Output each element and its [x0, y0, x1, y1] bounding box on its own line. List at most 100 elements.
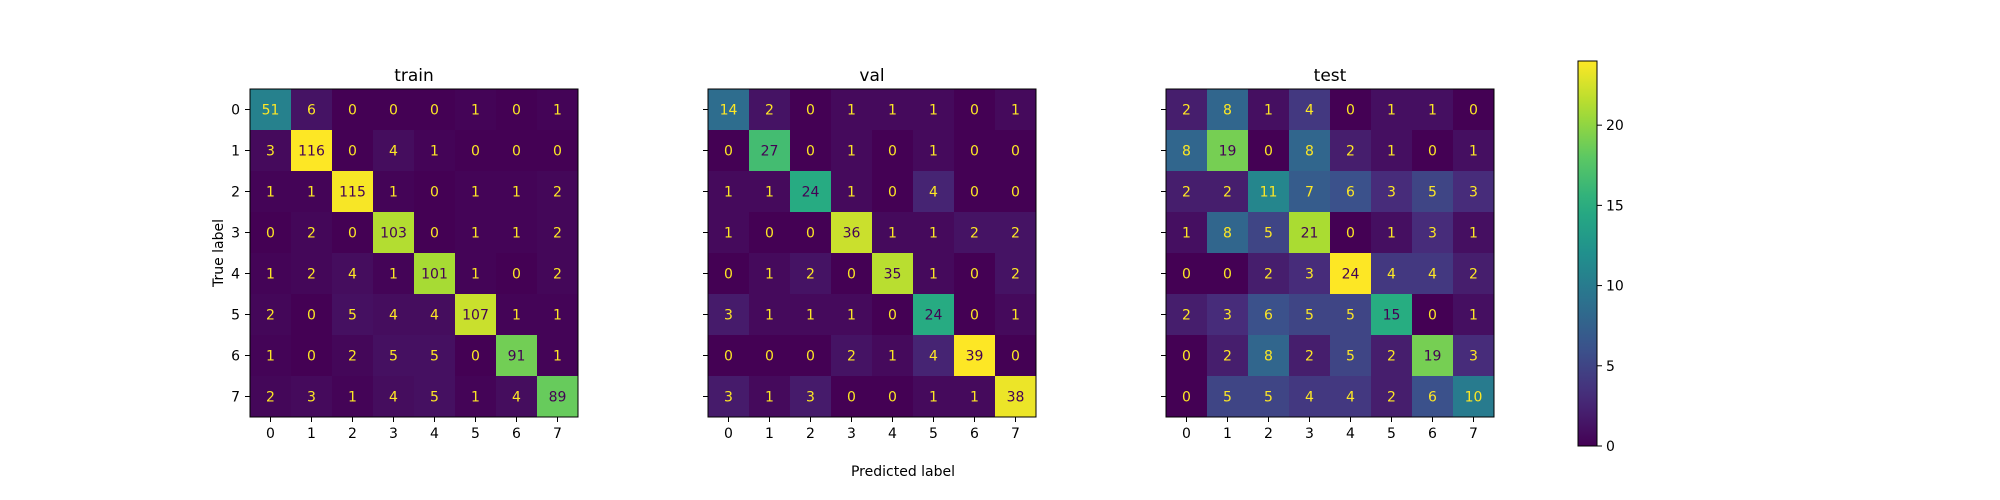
cell-value-label: 0: [348, 144, 357, 160]
cell-value-label: 0: [430, 185, 439, 201]
heatmap-cell: [913, 212, 955, 254]
cell-value-label: 7: [1305, 185, 1314, 201]
heatmap-cell: [455, 212, 497, 254]
heatmap-cell: [332, 376, 374, 418]
cell-value-label: 0: [765, 226, 774, 242]
x-tick-label: 3: [389, 426, 398, 442]
heatmap-cell: [1453, 376, 1495, 418]
cell-value-label: 4: [389, 144, 398, 160]
y-tick-label: 6: [231, 349, 240, 365]
cell-value-label: 2: [1469, 267, 1478, 283]
cell-value-label: 0: [970, 103, 979, 119]
heatmap-cell: [332, 171, 374, 213]
heatmap-cell: [332, 253, 374, 295]
cell-value-label: 1: [929, 103, 938, 119]
heatmap-cell: [1412, 212, 1454, 254]
heatmap-cell: [913, 130, 955, 172]
x-axis-label: Predicted label: [851, 464, 955, 480]
heatmap-cell: [1248, 294, 1290, 336]
cell-value-label: 0: [888, 308, 897, 324]
heatmap-cell: [1207, 253, 1249, 295]
cell-value-label: 8: [1264, 349, 1273, 365]
y-tick-label: 4: [231, 267, 240, 283]
heatmap-cell: [995, 294, 1037, 336]
cell-value-label: 4: [1387, 267, 1396, 283]
heatmap-cell: [537, 171, 579, 213]
cell-value-label: 2: [553, 226, 562, 242]
heatmap-cell: [995, 335, 1037, 377]
x-tick-label: 2: [806, 426, 815, 442]
cell-value-label: 39: [966, 349, 984, 365]
cell-value-label: 1: [512, 226, 521, 242]
heatmap-cell: [414, 335, 456, 377]
x-tick-label: 4: [1346, 426, 1355, 442]
cell-value-label: 2: [553, 185, 562, 201]
heatmap-cell: [831, 89, 873, 131]
cell-value-label: 0: [806, 144, 815, 160]
heatmap-cell: [872, 376, 914, 418]
heatmap-cell: [1453, 130, 1495, 172]
heatmap-cell: [373, 335, 415, 377]
confusion-matrix-panels: 51 6 0 0 0 1 0 13 116 0 4 1 0 0 01 1 115 1 0 1 1 20 2 0 103 0 1 1 21…: [211, 66, 1495, 442]
cell-value-label: 3: [307, 390, 316, 406]
heatmap-cell: [1248, 335, 1290, 377]
cell-value-label: 4: [1428, 267, 1437, 283]
cell-value-label: 2: [1387, 349, 1396, 365]
cell-value-label: 1: [389, 267, 398, 283]
cell-value-label: 0: [430, 226, 439, 242]
cell-value-label: 0: [512, 144, 521, 160]
heatmap-cell: [414, 212, 456, 254]
cell-value-label: 3: [1223, 308, 1232, 324]
cell-value-label: 2: [1223, 349, 1232, 365]
heatmap-cell: [414, 130, 456, 172]
cell-value-label: 2: [1011, 226, 1020, 242]
heatmap-cell: [373, 376, 415, 418]
heatmap-cell: [1166, 130, 1208, 172]
cell-value-label: 24: [925, 308, 943, 324]
heatmap-cell: [373, 130, 415, 172]
x-tick-label: 7: [1469, 426, 1478, 442]
heatmap-cell: [455, 376, 497, 418]
cell-value-label: 0: [1469, 103, 1478, 119]
heatmap-cell: [1248, 376, 1290, 418]
heatmap-cell: [872, 171, 914, 213]
cell-value-label: 0: [765, 349, 774, 365]
colorbar-gradient: [1577, 60, 1598, 447]
cell-value-label: 0: [888, 185, 897, 201]
cell-value-label: 10: [1465, 390, 1483, 406]
colorbar-tick-label: 5: [1606, 359, 1615, 375]
heatmap-cell: [373, 294, 415, 336]
cell-value-label: 2: [1264, 267, 1273, 283]
cell-value-label: 11: [1260, 185, 1278, 201]
heatmap-cell: [749, 89, 791, 131]
heatmap-cell: [1207, 89, 1249, 131]
heatmap-cell: [831, 212, 873, 254]
cell-value-label: 4: [929, 185, 938, 201]
cell-value-label: 1: [806, 308, 815, 324]
cell-value-label: 0: [806, 226, 815, 242]
heatmap-cell: [291, 294, 333, 336]
heatmap-cell: [872, 212, 914, 254]
heatmap-cell: [1330, 89, 1372, 131]
cell-value-label: 1: [553, 308, 562, 324]
cell-value-label: 1: [765, 185, 774, 201]
x-tick-label: 5: [929, 426, 938, 442]
cell-value-label: 0: [970, 144, 979, 160]
heatmap-cell: [1371, 130, 1413, 172]
cell-value-label: 6: [1428, 390, 1437, 406]
heatmap-cell: [913, 253, 955, 295]
heatmap-cell: [1453, 335, 1495, 377]
cell-value-label: 4: [1305, 390, 1314, 406]
cell-value-label: 0: [1011, 144, 1020, 160]
cell-value-label: 1: [1469, 226, 1478, 242]
cell-value-label: 1: [512, 308, 521, 324]
cell-value-label: 1: [929, 267, 938, 283]
x-tick-label: 1: [1223, 426, 1232, 442]
cell-value-label: 19: [1219, 144, 1237, 160]
heatmap-cell: [995, 171, 1037, 213]
x-tick-label: 2: [1264, 426, 1273, 442]
panel-title: test: [1314, 66, 1347, 86]
cell-value-label: 5: [1428, 185, 1437, 201]
cell-value-label: 3: [1305, 267, 1314, 283]
heatmap-cell: [708, 130, 750, 172]
